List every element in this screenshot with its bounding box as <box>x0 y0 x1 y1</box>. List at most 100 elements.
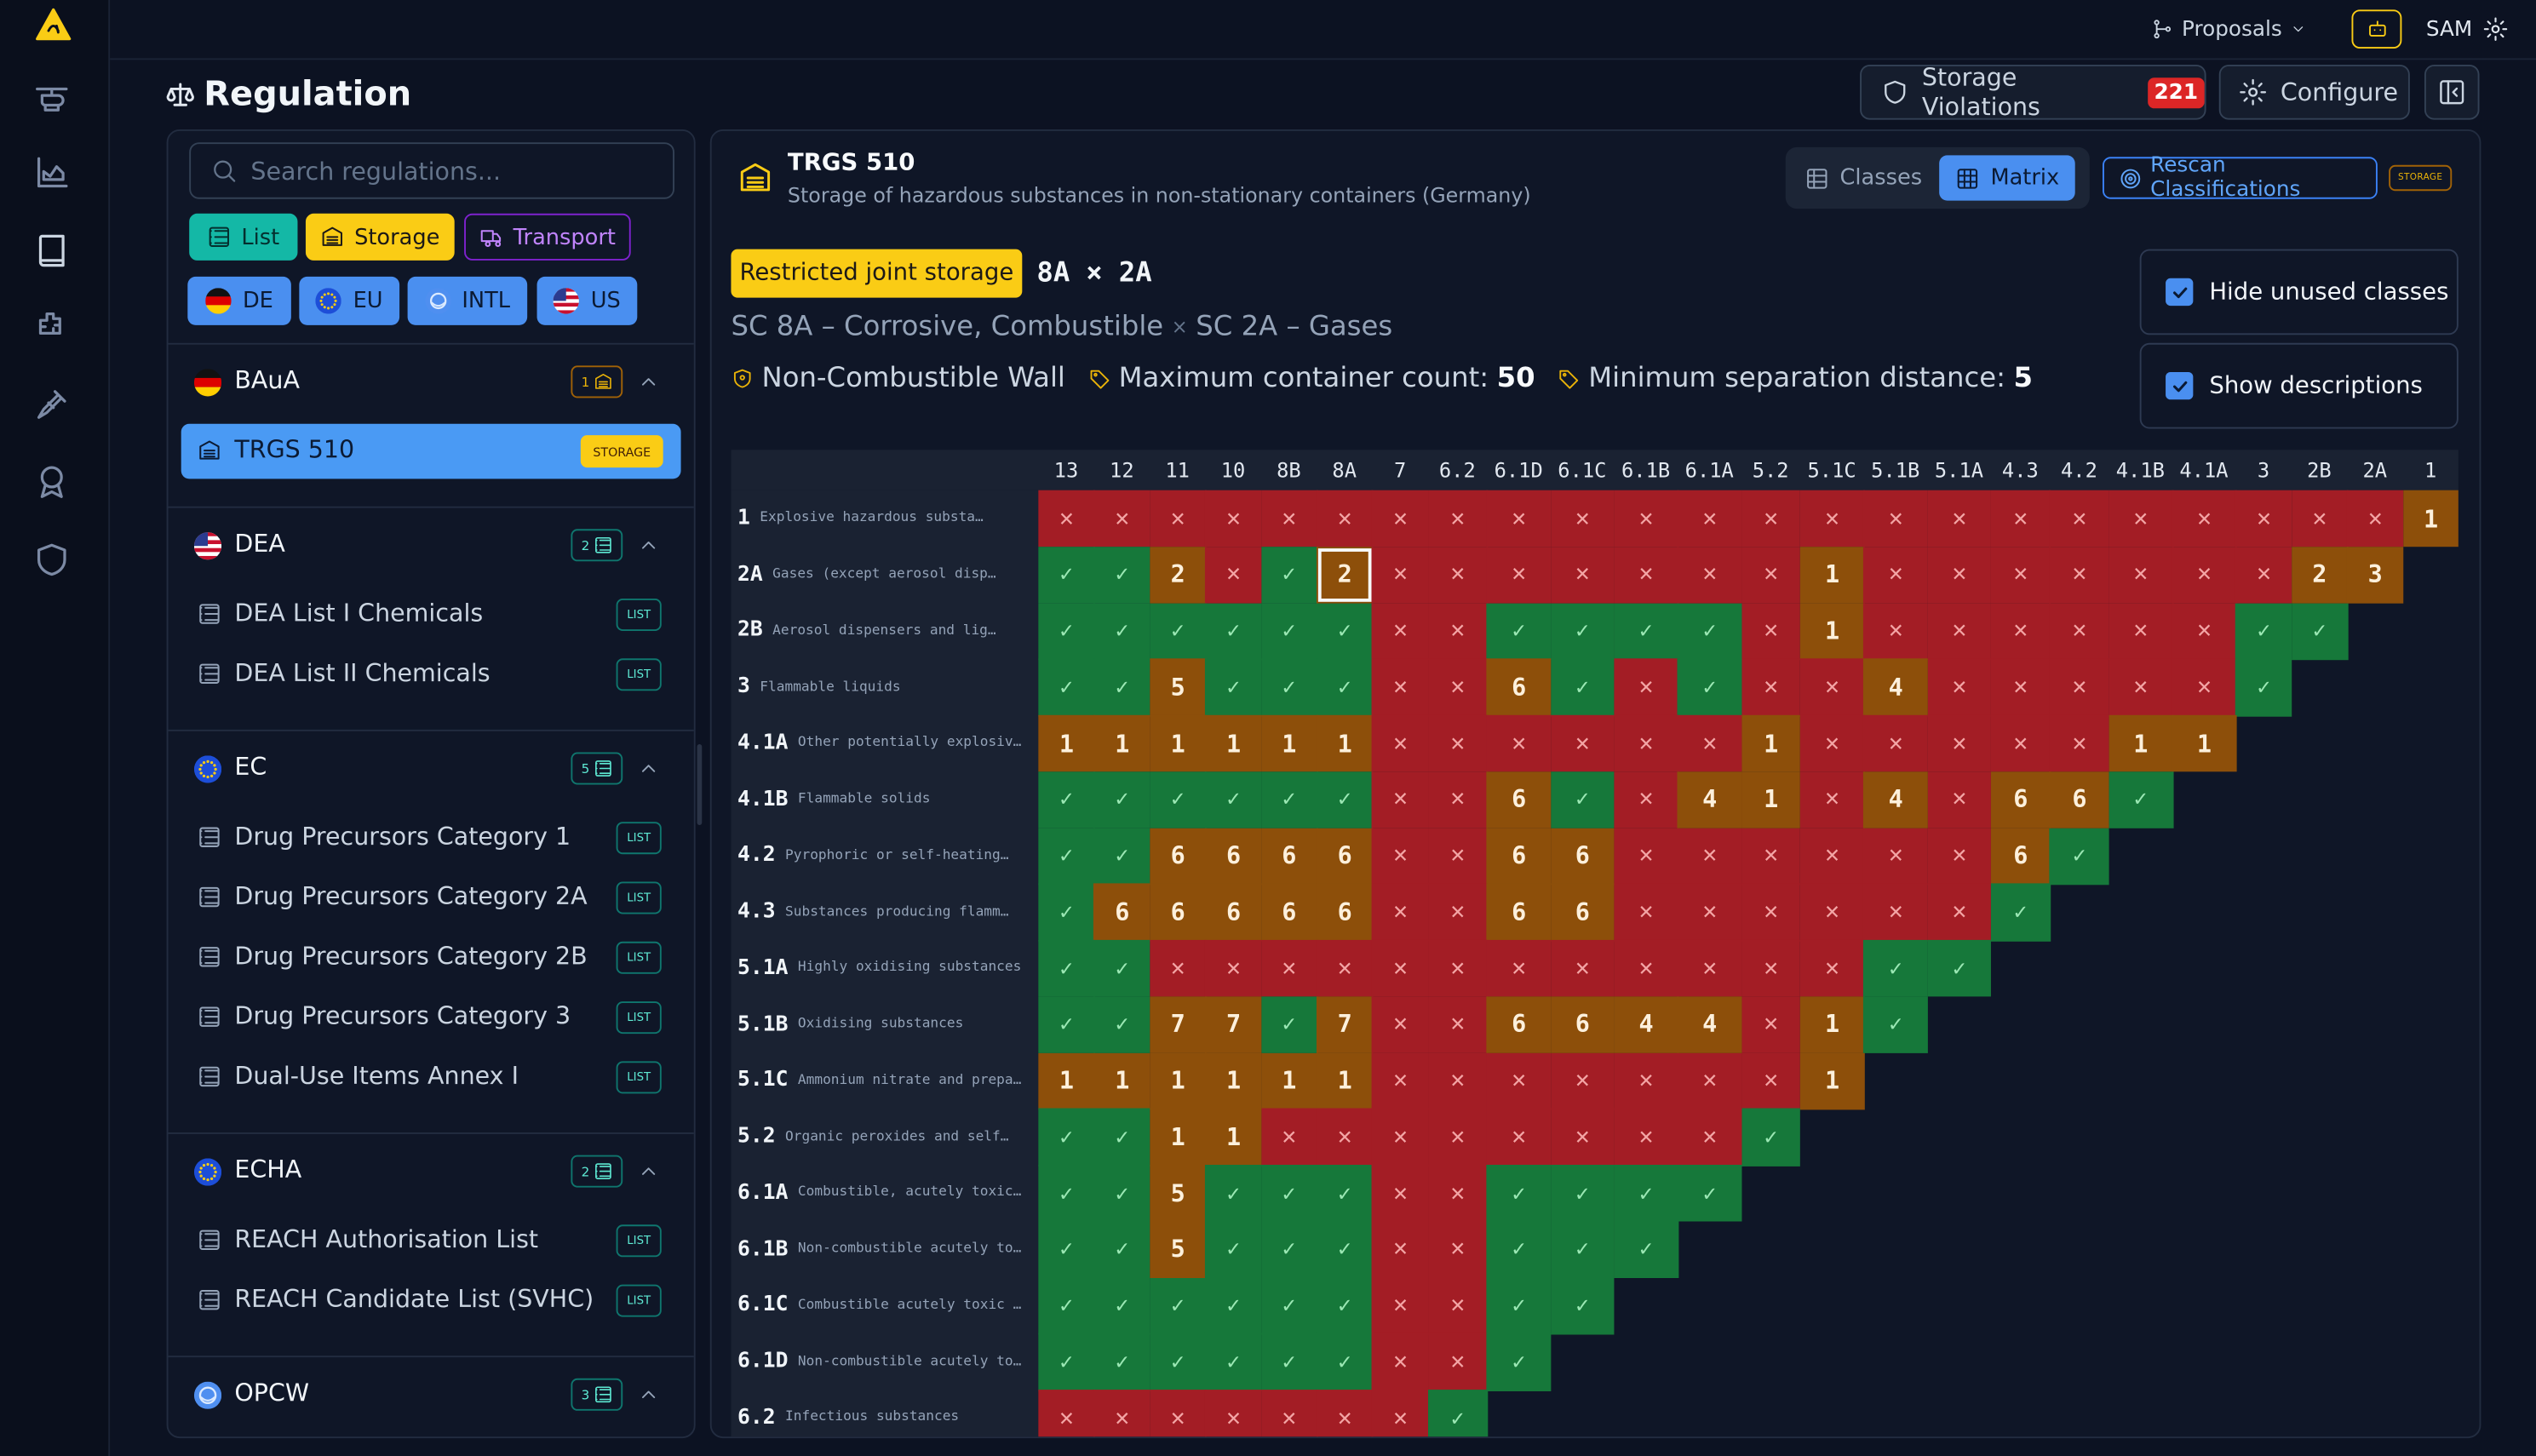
cell-prohibited[interactable]: ✕ <box>1863 883 1929 941</box>
cell-prohibited[interactable]: ✕ <box>1372 827 1429 885</box>
cell-prohibited[interactable]: ✕ <box>1677 939 1742 997</box>
cell-permitted[interactable]: ✓ <box>1486 1333 1552 1391</box>
cell-prohibited[interactable]: ✕ <box>1863 827 1929 885</box>
cell-permitted[interactable]: ✓ <box>1038 1333 1095 1391</box>
cell-permitted[interactable]: ✓ <box>1863 995 1929 1053</box>
cell-prohibited[interactable]: ✕ <box>1260 490 1318 547</box>
cell-restricted[interactable]: 1 <box>1093 1052 1150 1109</box>
cell-prohibited[interactable]: ✕ <box>1317 1390 1374 1437</box>
cell-prohibited[interactable]: ✕ <box>1038 490 1095 547</box>
cell-permitted[interactable]: ✓ <box>1205 602 1262 660</box>
cell-permitted[interactable]: ✓ <box>1260 1333 1318 1391</box>
cell-permitted[interactable]: ✓ <box>2235 658 2292 716</box>
cell-restricted[interactable]: 4 <box>1677 771 1742 828</box>
cell-permitted[interactable]: ✓ <box>1927 939 1992 997</box>
cell-permitted[interactable]: ✓ <box>1038 939 1095 997</box>
cell-restricted[interactable]: 1 <box>1205 1052 1262 1109</box>
item-name[interactable]: REACH Authorisation List <box>234 1224 539 1254</box>
cell-permitted[interactable]: ✓ <box>1260 1165 1318 1222</box>
cell-restricted[interactable]: 6 <box>2049 771 2109 828</box>
cell-prohibited[interactable]: ✕ <box>1427 939 1488 997</box>
cell-permitted[interactable]: ✓ <box>1486 602 1552 660</box>
cell-prohibited[interactable]: ✕ <box>1486 714 1552 772</box>
cell-prohibited[interactable]: ✕ <box>2235 490 2292 547</box>
item-name[interactable]: Drug Precursors Category 1 <box>234 822 571 851</box>
user-menu[interactable]: SAM <box>2426 13 2508 45</box>
cell-prohibited[interactable]: ✕ <box>1093 490 1150 547</box>
cell-prohibited[interactable]: ✕ <box>2049 546 2109 604</box>
cell-permitted[interactable]: ✓ <box>1317 1221 1374 1278</box>
cell-prohibited[interactable]: ✕ <box>2049 490 2109 547</box>
cell-prohibited[interactable]: ✕ <box>1741 546 1801 604</box>
cell-restricted[interactable]: 4 <box>1677 995 1742 1053</box>
cell-restricted[interactable]: 6 <box>1317 883 1374 941</box>
cell-prohibited[interactable]: ✕ <box>1372 1333 1429 1391</box>
cell-permitted[interactable]: ✓ <box>1550 771 1615 828</box>
cell-permitted[interactable]: ✓ <box>1677 602 1742 660</box>
cell-permitted[interactable]: ✓ <box>1038 546 1095 604</box>
cell-restricted[interactable]: 1 <box>1205 1108 1262 1166</box>
cell-prohibited[interactable]: ✕ <box>1372 714 1429 772</box>
cell-prohibited[interactable]: ✕ <box>1677 546 1742 604</box>
cell-permitted[interactable]: ✓ <box>1205 658 1262 716</box>
cell-restricted[interactable]: 1 <box>1205 714 1262 772</box>
cell-permitted[interactable]: ✓ <box>1486 1221 1552 1278</box>
cell-restricted[interactable]: 2 <box>1149 546 1207 604</box>
collapse-chevron[interactable] <box>637 1384 660 1407</box>
cell-permitted[interactable]: ✓ <box>1260 658 1318 716</box>
cell-prohibited[interactable]: ✕ <box>1799 714 1865 772</box>
cell-restricted[interactable]: 1 <box>1149 1052 1207 1109</box>
cell-prohibited[interactable]: ✕ <box>1486 939 1552 997</box>
cell-prohibited[interactable]: ✕ <box>1990 658 2051 716</box>
nav-icon[interactable] <box>32 462 72 502</box>
cell-permitted[interactable]: ✓ <box>1317 1277 1374 1335</box>
cell-permitted[interactable]: ✓ <box>1038 1108 1095 1166</box>
rescan-button[interactable]: Rescan Classifications <box>2102 154 2378 203</box>
cell-prohibited[interactable]: ✕ <box>1677 490 1742 547</box>
cell-permitted[interactable]: ✓ <box>1093 1165 1150 1222</box>
cell-permitted[interactable]: ✓ <box>2235 602 2292 660</box>
cell-prohibited[interactable]: ✕ <box>1614 939 1678 997</box>
cell-permitted[interactable]: ✓ <box>1093 827 1150 885</box>
item-name[interactable]: DEA List II Chemicals <box>234 658 491 688</box>
cell-restricted[interactable]: 6 <box>1149 827 1207 885</box>
cell-restricted[interactable]: 6 <box>1486 658 1552 716</box>
cell-permitted[interactable]: ✓ <box>1149 1333 1207 1391</box>
view-tab[interactable]: Matrix <box>1939 155 2075 201</box>
cell-prohibited[interactable]: ✕ <box>1486 1108 1552 1166</box>
cell-prohibited[interactable]: ✕ <box>2049 658 2109 716</box>
cell-permitted[interactable]: ✓ <box>1614 1221 1678 1278</box>
cell-restricted[interactable]: 6 <box>1149 883 1207 941</box>
checkbox[interactable] <box>2166 278 2194 307</box>
cell-prohibited[interactable]: ✕ <box>1614 1108 1678 1166</box>
nav-icon-active[interactable] <box>32 232 72 271</box>
cell-restricted[interactable]: 6 <box>1486 771 1552 828</box>
nav-icon[interactable] <box>32 154 72 193</box>
cell-prohibited[interactable]: ✕ <box>1927 602 1992 660</box>
item-name[interactable]: Drug Precursors Category 2B <box>234 941 588 971</box>
cell-permitted[interactable]: ✓ <box>1093 546 1150 604</box>
cell-permitted[interactable]: ✓ <box>1038 883 1095 941</box>
nav-icon[interactable] <box>32 307 72 347</box>
cell-prohibited[interactable]: ✕ <box>1614 883 1678 941</box>
cell-prohibited[interactable]: ✕ <box>1550 939 1615 997</box>
cell-prohibited[interactable]: ✕ <box>1427 1165 1488 1222</box>
cell-prohibited[interactable]: ✕ <box>1427 1108 1488 1166</box>
search-box[interactable]: Search regulations... <box>189 142 674 199</box>
cell-prohibited[interactable]: ✕ <box>1863 490 1929 547</box>
cell-permitted[interactable]: ✓ <box>1614 602 1678 660</box>
cell-prohibited[interactable]: ✕ <box>1372 883 1429 941</box>
cell-restricted[interactable]: 1 <box>2402 490 2459 547</box>
cell-prohibited[interactable]: ✕ <box>1927 714 1992 772</box>
cell-permitted[interactable]: ✓ <box>1093 939 1150 997</box>
cell-prohibited[interactable]: ✕ <box>1372 771 1429 828</box>
cell-prohibited[interactable]: ✕ <box>2172 602 2237 660</box>
cell-prohibited[interactable]: ✕ <box>1614 1052 1678 1109</box>
cell-prohibited[interactable]: ✕ <box>1927 490 1992 547</box>
cell-permitted[interactable]: ✓ <box>1038 658 1095 716</box>
cell-prohibited[interactable]: ✕ <box>2291 490 2349 547</box>
cell-prohibited[interactable]: ✕ <box>1427 827 1488 885</box>
cell-restricted[interactable]: 4 <box>1863 771 1929 828</box>
cell-permitted[interactable]: ✓ <box>1317 1165 1374 1222</box>
mode-button[interactable]: Storage <box>305 213 455 261</box>
